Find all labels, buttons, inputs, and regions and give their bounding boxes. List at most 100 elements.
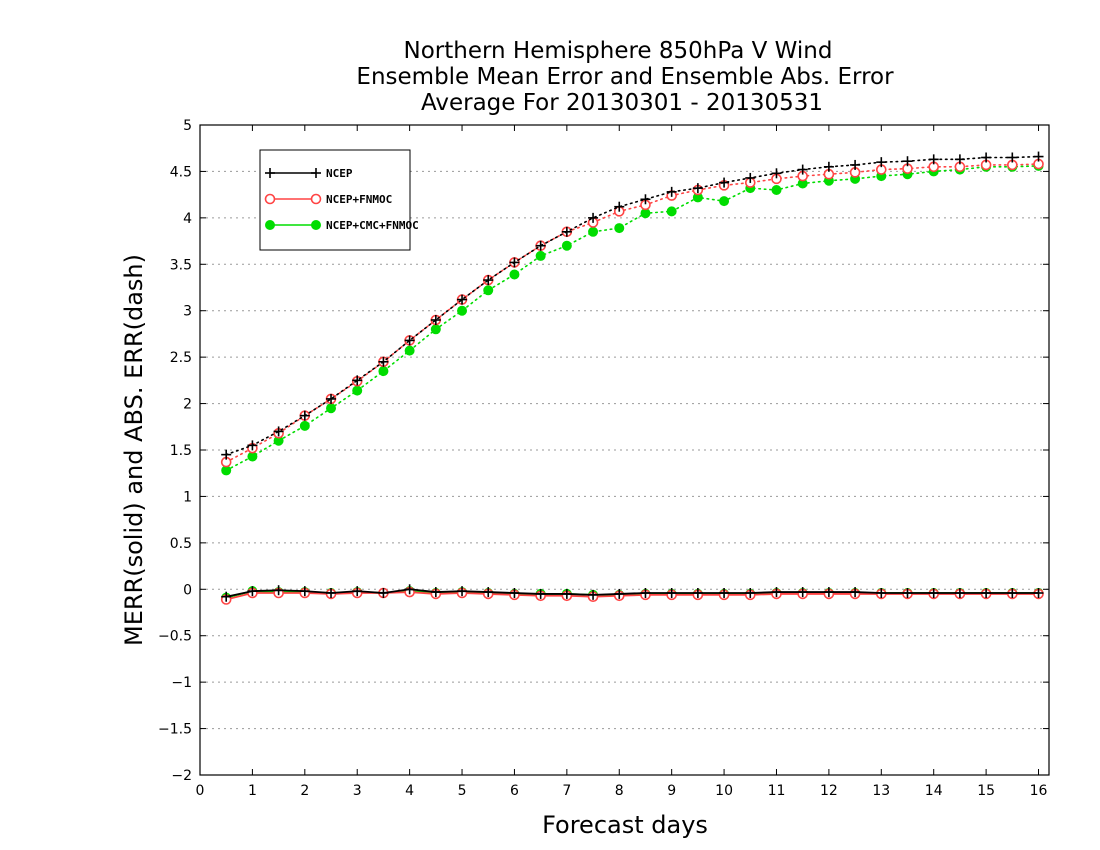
y-tick-label: −0.5 — [158, 629, 192, 645]
abs-error-point — [823, 161, 834, 172]
abs-error-point — [981, 152, 992, 163]
x-tick-label: 15 — [977, 783, 995, 799]
x-tick-label: 5 — [458, 783, 467, 799]
legend-label: NCEP+CMC+FNMOC — [326, 219, 419, 232]
abs-error-point — [247, 440, 258, 451]
mean-error-point — [221, 591, 232, 602]
mean-error-point — [378, 588, 389, 598]
abs-error-point — [221, 449, 232, 460]
mean-error-point — [299, 586, 310, 597]
x-tick-label: 8 — [615, 783, 624, 799]
abs-error-point — [666, 206, 677, 217]
abs-error-point — [614, 201, 625, 212]
y-tick-label: 2.5 — [170, 350, 192, 366]
abs-error-point — [273, 426, 284, 437]
abs-error-point — [588, 226, 599, 237]
abs-error-point — [692, 183, 703, 194]
mean-error-point — [954, 588, 965, 598]
abs-error-line — [225, 163, 1040, 463]
mean-error-point — [509, 588, 520, 598]
abs-error-point — [928, 154, 939, 165]
abs-error-point — [614, 223, 625, 234]
abs-error-line — [225, 165, 1040, 472]
legend-marker-end — [311, 168, 321, 178]
legend: NCEP NCEP+FNMOC NCEP+CMC+FNMOC — [259, 149, 419, 251]
abs-error-point — [666, 186, 677, 197]
legend-marker-end — [310, 193, 322, 205]
x-tick-label: 0 — [196, 783, 205, 799]
y-axis-label: MERR(solid) and ABS. ERR(dash) — [120, 254, 148, 646]
mean-error-point — [247, 586, 258, 597]
abs-error-point — [1007, 152, 1018, 163]
mean-error-point — [745, 588, 756, 598]
x-tick-label: 14 — [925, 783, 943, 799]
mean-error-point — [457, 586, 468, 597]
mean-error-point — [771, 587, 782, 598]
abs-error-point — [483, 285, 494, 296]
mean-error-point — [797, 587, 808, 598]
abs-error-point — [430, 315, 441, 325]
x-tick-label: 3 — [353, 783, 362, 799]
x-tick-label: 10 — [715, 783, 733, 799]
y-tick-label: 4 — [183, 211, 192, 227]
series-ncep-abs-error — [221, 151, 1044, 460]
abs-error-point — [561, 240, 572, 251]
x-tick-label: 1 — [248, 783, 257, 799]
abs-error-point — [430, 324, 441, 335]
abs-error-point — [378, 356, 389, 367]
series-ncep-mean-error — [221, 584, 1044, 602]
mean-error-point — [823, 587, 834, 598]
legend-item-ncep: NCEP — [265, 167, 353, 180]
plot-series — [220, 151, 1044, 605]
abs-error-point — [850, 159, 861, 170]
x-tick-label: 12 — [820, 783, 838, 799]
mean-error-point — [902, 588, 913, 598]
abs-error-point — [771, 168, 782, 179]
abs-error-point — [797, 164, 808, 175]
abs-error-point — [719, 196, 730, 207]
legend-marker-start — [264, 193, 276, 205]
mean-error-point — [614, 588, 625, 599]
chart-title-line-3: Average For 20130301 - 20130531 — [421, 90, 823, 116]
mean-error-point — [588, 589, 599, 600]
abs-error-point — [561, 226, 572, 237]
abs-error-point — [509, 257, 520, 268]
y-tick-label: −1.5 — [158, 722, 192, 738]
mean-error-point — [640, 588, 651, 598]
y-tick-label: 2 — [183, 397, 192, 413]
legend-marker-end — [311, 220, 321, 230]
legend-label: NCEP+FNMOC — [326, 193, 392, 206]
abs-error-point — [876, 157, 887, 168]
legend-box — [259, 149, 411, 251]
x-tick-label: 7 — [562, 783, 571, 799]
mean-error-point — [928, 588, 939, 598]
legend-item-ncep-cmc-fnmoc: NCEP+CMC+FNMOC — [265, 219, 419, 232]
x-tick-label: 6 — [510, 783, 519, 799]
x-axis-label: Forecast days — [542, 811, 708, 839]
mean-error-point — [273, 585, 284, 596]
abs-error-point — [954, 154, 965, 165]
mean-error-point — [326, 588, 337, 598]
y-tick-label: 3.5 — [170, 257, 192, 273]
mean-error-point — [430, 587, 441, 598]
y-tick-label: −2 — [171, 768, 192, 784]
abs-error-point — [509, 269, 520, 280]
series-ncep-fnmoc-mean-error — [220, 586, 1044, 605]
abs-error-point — [719, 177, 730, 188]
mean-error-point — [850, 587, 861, 598]
abs-error-point — [535, 240, 546, 251]
y-tick-label: 0.5 — [170, 536, 192, 552]
x-tick-label: 11 — [768, 783, 786, 799]
x-tick-label: 9 — [667, 783, 676, 799]
abs-error-point — [326, 393, 337, 404]
x-tick-label: 2 — [300, 783, 309, 799]
mean-error-point — [719, 588, 730, 598]
abs-error-point — [299, 410, 310, 421]
abs-error-point — [404, 335, 415, 346]
abs-error-point — [902, 156, 913, 167]
x-tick-label: 13 — [872, 783, 890, 799]
y-tick-label: 3 — [183, 304, 192, 320]
abs-error-point — [771, 185, 782, 195]
abs-error-point — [588, 212, 599, 223]
legend-item-ncep-fnmoc: NCEP+FNMOC — [264, 193, 392, 206]
